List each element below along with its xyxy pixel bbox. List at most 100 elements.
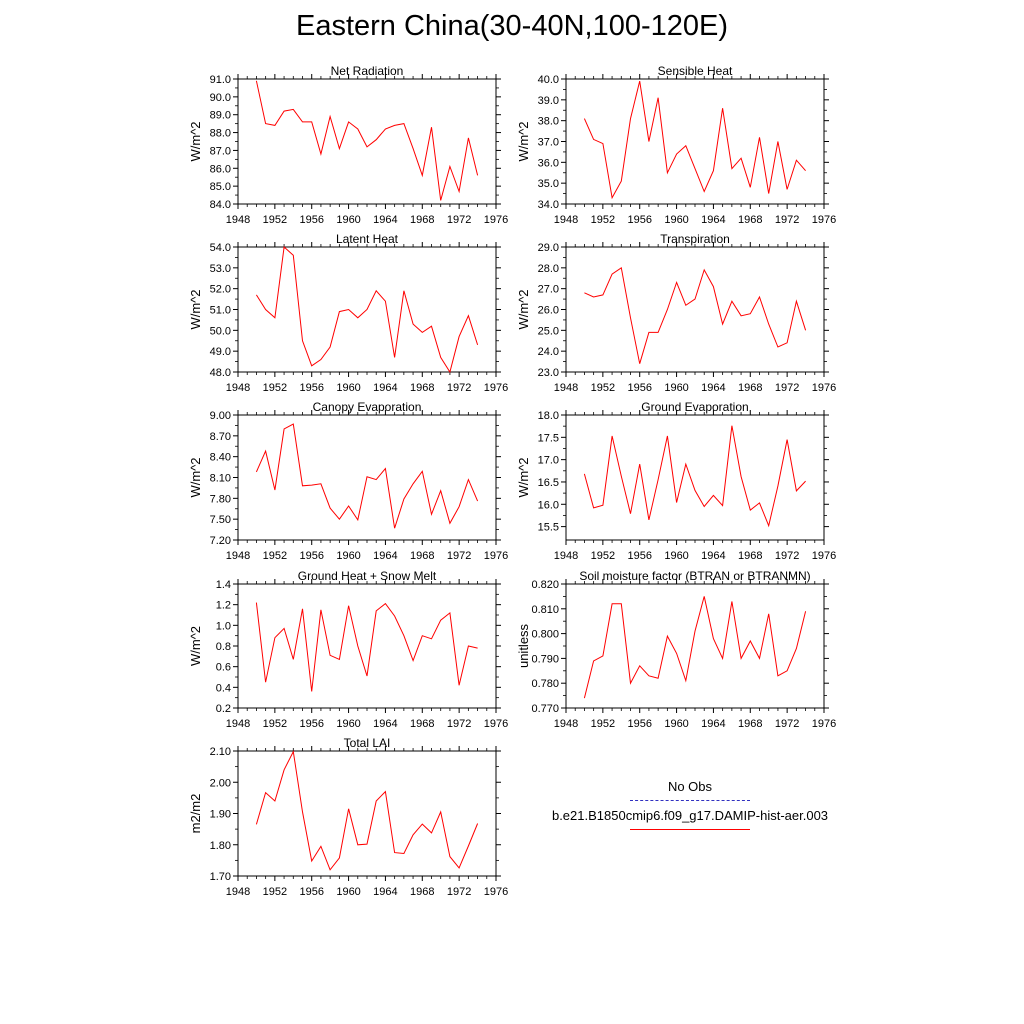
plot-frame <box>237 583 497 709</box>
x-tick-label: 1972 <box>447 214 471 226</box>
y-tick-label: 91.0 <box>210 74 231 86</box>
x-tick-label: 1972 <box>775 550 799 562</box>
x-tick-label: 1956 <box>299 550 323 562</box>
y-axis-label: W/m^2 <box>188 121 203 161</box>
y-tick-label: 50.0 <box>210 325 231 337</box>
chart-panel-1: Net Radiation W/m^2 1948 1952 1956 1960 1964 19… <box>188 64 508 226</box>
y-tick-label: 1.2 <box>216 600 231 612</box>
y-axis-label: W/m^2 <box>516 457 531 497</box>
y-tick-label: 0.4 <box>216 682 231 694</box>
x-tick-label: 1948 <box>554 382 578 394</box>
x-tick-label: 1976 <box>812 382 836 394</box>
y-tick-label: 29.0 <box>538 242 559 254</box>
x-tick-label: 1948 <box>554 718 578 730</box>
x-tick-label: 1960 <box>664 718 688 730</box>
chart-panel-3: Latent Heat W/m^2 1948 1952 1956 1960 1964 1968… <box>188 232 508 394</box>
x-tick-label: 1964 <box>701 718 725 730</box>
y-tick-label: 40.0 <box>538 74 559 86</box>
legend-entry-label: No Obs <box>667 779 713 794</box>
x-tick-label: 1964 <box>373 382 397 394</box>
x-tick-label: 1976 <box>812 550 836 562</box>
series-line <box>255 749 479 871</box>
x-tick-label: 1976 <box>484 382 508 394</box>
y-axis-label: W/m^2 <box>188 289 203 329</box>
x-tick-label: 1960 <box>664 382 688 394</box>
plot-frame <box>565 414 825 541</box>
y-tick-label: 1.70 <box>210 871 231 883</box>
y-tick-label: 0.2 <box>216 703 231 715</box>
y-tick-label: 28.0 <box>538 263 559 275</box>
x-tick-label: 1948 <box>226 214 250 226</box>
x-tick-label: 1976 <box>484 718 508 730</box>
x-tick-label: 1964 <box>701 214 725 226</box>
y-tick-label: 1.80 <box>210 840 231 852</box>
x-tick-label: 1968 <box>410 718 434 730</box>
x-tick-label: 1968 <box>410 214 434 226</box>
x-tick-label: 1972 <box>447 718 471 730</box>
y-tick-label: 0.810 <box>531 604 559 616</box>
x-tick-label: 1964 <box>701 550 725 562</box>
x-tick-label: 1976 <box>484 550 508 562</box>
series-line <box>583 80 806 200</box>
y-tick-label: 1.0 <box>216 620 231 632</box>
panel-title: Sensible Heat <box>658 64 733 78</box>
y-tick-label: 1.4 <box>216 579 231 591</box>
y-tick-label: 52.0 <box>210 284 231 296</box>
x-tick-label: 1956 <box>299 718 323 730</box>
panel-title: Latent Heat <box>336 232 399 246</box>
y-tick-label: 85.0 <box>210 181 231 193</box>
x-tick-label: 1956 <box>627 382 651 394</box>
chart-panel-4: Transpiration W/m^2 1948 1952 1956 1960 1964 19… <box>516 232 836 394</box>
series-line <box>255 602 478 692</box>
x-tick-label: 1960 <box>336 886 360 898</box>
y-tick-label: 15.5 <box>538 522 559 534</box>
y-axis-label: W/m^2 <box>188 626 203 666</box>
y-axis-label: W/m^2 <box>516 289 531 329</box>
y-axis-label: W/m^2 <box>188 457 203 497</box>
y-tick-label: 0.8 <box>216 641 231 653</box>
chart-panel-5: Canopy Evaporation W/m^2 1948 1952 1956 1960 1… <box>188 400 508 562</box>
x-tick-label: 1952 <box>263 886 287 898</box>
x-tick-label: 1976 <box>484 886 508 898</box>
y-tick-label: 7.50 <box>210 514 231 526</box>
y-tick-label: 0.770 <box>531 703 559 715</box>
y-tick-label: 24.0 <box>538 346 559 358</box>
x-tick-label: 1968 <box>410 382 434 394</box>
series-line <box>583 425 806 528</box>
x-tick-label: 1956 <box>299 886 323 898</box>
y-tick-label: 23.0 <box>538 367 559 379</box>
y-tick-label: 2.10 <box>210 746 231 758</box>
y-tick-label: 7.80 <box>210 493 231 505</box>
x-tick-label: 1960 <box>336 718 360 730</box>
y-tick-label: 0.6 <box>216 662 231 674</box>
x-tick-label: 1968 <box>738 214 762 226</box>
y-tick-label: 38.0 <box>538 116 559 128</box>
x-tick-label: 1956 <box>627 550 651 562</box>
y-tick-label: 8.40 <box>210 452 231 464</box>
x-tick-label: 1972 <box>775 382 799 394</box>
y-tick-label: 36.0 <box>538 157 559 169</box>
y-tick-label: 0.800 <box>531 629 559 641</box>
y-tick-label: 51.0 <box>210 305 231 317</box>
x-tick-label: 1964 <box>373 718 397 730</box>
x-tick-label: 1972 <box>447 886 471 898</box>
figure-title: Eastern China(30-40N,100-120E) <box>295 10 729 42</box>
series-line <box>584 266 807 364</box>
x-tick-label: 1952 <box>591 718 615 730</box>
x-tick-label: 1964 <box>373 214 397 226</box>
x-tick-label: 1948 <box>554 550 578 562</box>
x-tick-label: 1952 <box>591 550 615 562</box>
legend: No Obs b.e21.B1850cmip6.f09_g17.DAMIP-hi… <box>520 778 860 836</box>
x-tick-label: 1952 <box>263 718 287 730</box>
panel-title: Ground Heat + Snow Melt <box>298 569 437 583</box>
y-tick-label: 88.0 <box>210 128 231 140</box>
x-tick-label: 1968 <box>410 550 434 562</box>
legend-line-solid <box>630 829 750 830</box>
x-tick-label: 1976 <box>812 718 836 730</box>
chart-panel-8: Soil moisture factor (BTRAN or BTRANMN) u… <box>516 569 836 730</box>
x-tick-label: 1956 <box>299 214 323 226</box>
plot-frame <box>565 246 825 373</box>
panel-title: Ground Evaporation <box>641 400 748 414</box>
y-tick-label: 90.0 <box>210 92 231 104</box>
